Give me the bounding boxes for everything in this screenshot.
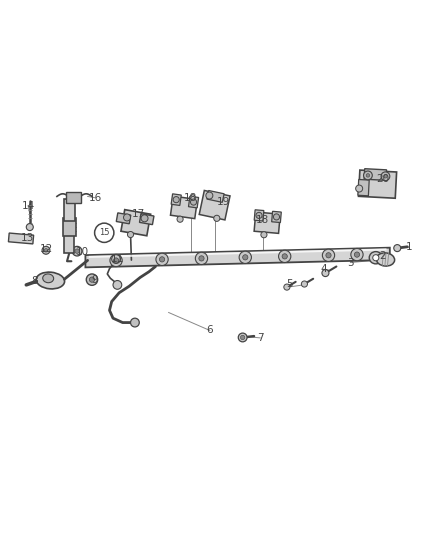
Text: 18: 18 xyxy=(256,215,269,224)
Ellipse shape xyxy=(376,253,395,266)
Polygon shape xyxy=(358,180,369,196)
Circle shape xyxy=(322,249,335,261)
Text: 6: 6 xyxy=(206,326,213,335)
Circle shape xyxy=(173,197,179,203)
Polygon shape xyxy=(254,210,264,221)
Circle shape xyxy=(191,199,197,205)
Circle shape xyxy=(256,212,262,219)
Circle shape xyxy=(26,223,33,231)
Circle shape xyxy=(127,231,134,238)
Text: 13: 13 xyxy=(21,232,34,243)
Circle shape xyxy=(273,214,279,220)
Circle shape xyxy=(214,215,220,221)
Circle shape xyxy=(322,270,329,277)
Circle shape xyxy=(301,281,307,287)
Text: 20: 20 xyxy=(376,174,389,184)
Text: 7: 7 xyxy=(257,333,264,343)
Circle shape xyxy=(159,257,165,262)
Polygon shape xyxy=(85,248,390,268)
Circle shape xyxy=(113,280,122,289)
Polygon shape xyxy=(64,231,74,253)
Ellipse shape xyxy=(36,272,64,289)
Circle shape xyxy=(156,253,168,265)
Circle shape xyxy=(366,174,370,177)
Circle shape xyxy=(326,253,331,258)
Circle shape xyxy=(112,255,120,263)
Circle shape xyxy=(394,245,401,252)
Polygon shape xyxy=(188,196,198,208)
Circle shape xyxy=(364,171,372,180)
Circle shape xyxy=(240,335,245,340)
Circle shape xyxy=(279,250,291,262)
Circle shape xyxy=(72,246,82,256)
Text: 3: 3 xyxy=(347,257,354,268)
Circle shape xyxy=(238,333,247,342)
Text: 14: 14 xyxy=(21,200,35,211)
Text: 8: 8 xyxy=(32,276,39,286)
Text: 18: 18 xyxy=(184,193,197,203)
Circle shape xyxy=(42,246,50,254)
Text: 9: 9 xyxy=(92,275,99,285)
Text: 1: 1 xyxy=(406,242,413,252)
Polygon shape xyxy=(254,212,280,233)
Circle shape xyxy=(351,248,363,261)
Text: 12: 12 xyxy=(40,245,53,254)
Ellipse shape xyxy=(373,255,379,261)
Circle shape xyxy=(354,252,360,257)
Circle shape xyxy=(89,277,95,282)
Circle shape xyxy=(206,192,213,199)
Circle shape xyxy=(195,252,208,264)
Text: 16: 16 xyxy=(88,193,102,203)
Circle shape xyxy=(75,249,79,253)
Polygon shape xyxy=(171,194,181,205)
Polygon shape xyxy=(63,219,76,236)
Text: 15: 15 xyxy=(99,228,110,237)
Circle shape xyxy=(243,255,248,260)
Polygon shape xyxy=(139,214,154,224)
Polygon shape xyxy=(364,169,387,180)
Text: 4: 4 xyxy=(320,264,327,274)
Polygon shape xyxy=(207,190,224,203)
Circle shape xyxy=(44,248,48,252)
Text: 17: 17 xyxy=(132,209,145,220)
Polygon shape xyxy=(358,170,397,198)
Ellipse shape xyxy=(369,252,382,264)
Text: 5: 5 xyxy=(286,279,293,289)
Circle shape xyxy=(261,232,267,238)
Text: 11: 11 xyxy=(110,254,124,264)
Circle shape xyxy=(199,256,204,261)
Text: 19: 19 xyxy=(217,197,230,207)
Polygon shape xyxy=(121,209,151,236)
Ellipse shape xyxy=(43,274,53,282)
Circle shape xyxy=(381,172,390,181)
Polygon shape xyxy=(170,196,198,219)
Circle shape xyxy=(131,318,139,327)
Circle shape xyxy=(177,216,183,222)
Polygon shape xyxy=(66,192,81,203)
Circle shape xyxy=(113,258,119,263)
Circle shape xyxy=(284,284,290,290)
Circle shape xyxy=(356,185,363,192)
Circle shape xyxy=(124,214,131,221)
Text: 10: 10 xyxy=(75,247,88,256)
Circle shape xyxy=(190,195,195,200)
Polygon shape xyxy=(272,211,281,223)
Circle shape xyxy=(110,254,122,266)
Circle shape xyxy=(141,215,148,222)
Polygon shape xyxy=(199,190,230,220)
Circle shape xyxy=(239,251,251,263)
Polygon shape xyxy=(64,199,75,221)
Circle shape xyxy=(282,254,287,259)
Polygon shape xyxy=(8,233,34,244)
Circle shape xyxy=(95,223,114,243)
Circle shape xyxy=(86,274,98,285)
Circle shape xyxy=(384,174,387,178)
Text: 2: 2 xyxy=(379,251,386,261)
Polygon shape xyxy=(116,213,131,224)
